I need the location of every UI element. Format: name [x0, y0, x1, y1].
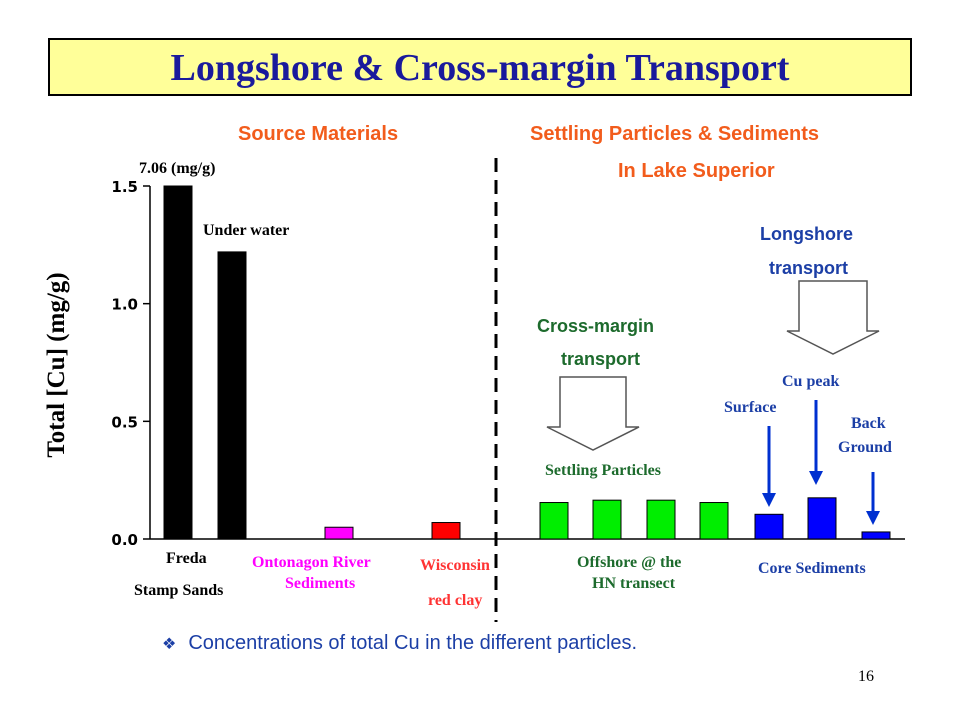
bullet-diamond-icon: ❖: [162, 636, 177, 653]
under-water-label: Under water: [203, 222, 290, 239]
max-value-annotation: 7.06 (mg/g): [139, 160, 216, 177]
core-sediments-label: Core Sediments: [758, 560, 866, 577]
cu-peak-pointer-arrow-icon-head: [809, 471, 823, 485]
wisconsin-label-line2: red clay: [428, 592, 483, 609]
bar: [431, 522, 461, 540]
bar: [217, 251, 247, 540]
bar: [539, 502, 569, 540]
y-tick-label: 1.0: [111, 296, 138, 314]
bullet-point: ❖ Concentrations of total Cu in the diffe…: [162, 632, 637, 655]
cu-peak-label: Cu peak: [782, 373, 840, 390]
bullet-text: Concentrations of total Cu in the differ…: [188, 632, 638, 654]
freda-label-line2: Stamp Sands: [134, 582, 224, 599]
cross-margin-label-line2: transport: [561, 349, 641, 369]
bar: [592, 499, 622, 540]
bar: [699, 502, 729, 540]
background-label-line2: Ground: [838, 439, 892, 456]
settling-particles-label: Settling Particles: [545, 462, 661, 479]
wisconsin-label-line1: Wisconsin: [420, 557, 490, 574]
offshore-label-line1: Offshore @ the: [577, 554, 682, 571]
bar: [861, 531, 891, 540]
surface-pointer-arrow-icon-head: [762, 493, 776, 507]
page-title: Longshore & Cross-margin Transport: [170, 47, 790, 89]
background-pointer-arrow-icon-head: [866, 511, 880, 525]
bar: [324, 526, 354, 540]
y-tick-label: 1.5: [111, 178, 138, 196]
y-tick-label: 0.5: [111, 413, 138, 431]
cross-margin-arrow-icon: [546, 376, 640, 451]
offshore-label-line2: HN transect: [592, 575, 676, 592]
settling-header-line1: Settling Particles & Sediments: [530, 123, 819, 145]
bar: [163, 185, 193, 540]
longshore-arrow-icon: [786, 280, 880, 355]
ontonagon-label-line2: Sediments: [285, 575, 356, 592]
freda-label-line1: Freda: [166, 550, 207, 567]
bar: [646, 499, 676, 540]
longshore-label-line2: transport: [769, 258, 849, 278]
ontonagon-label-line1: Ontonagon River: [252, 554, 371, 571]
y-tick-label: 0.0: [111, 531, 138, 549]
background-label-line1: Back: [851, 415, 886, 432]
longshore-label-line1: Longshore: [760, 224, 853, 244]
source-materials-header: Source Materials: [238, 123, 399, 145]
page-number: 16: [858, 668, 874, 685]
bar: [807, 497, 837, 540]
surface-label: Surface: [724, 399, 777, 416]
title-banner: Longshore & Cross-margin Transport: [48, 38, 912, 96]
settling-header-line2: In Lake Superior: [618, 160, 775, 182]
bar: [754, 513, 784, 540]
cross-margin-label-line1: Cross-margin: [537, 316, 655, 336]
